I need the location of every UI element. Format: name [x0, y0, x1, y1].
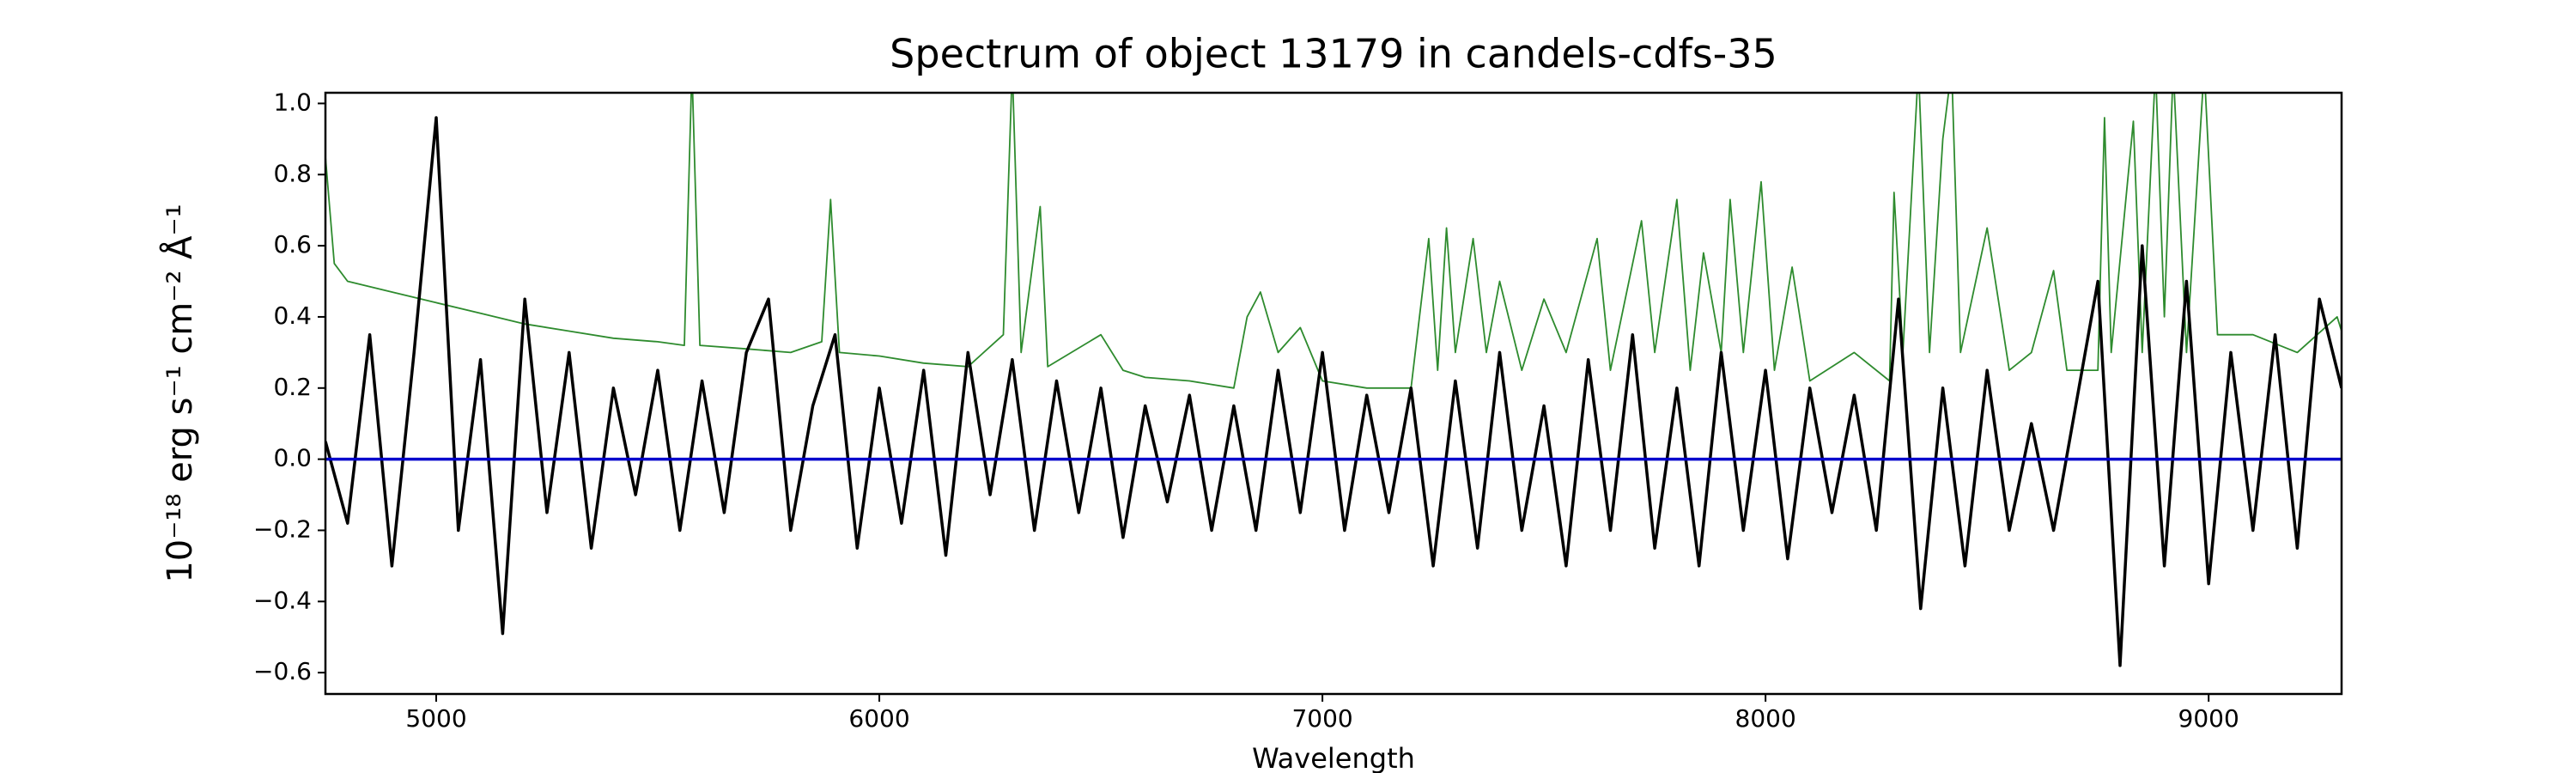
x-axis-label: Wavelength: [1252, 742, 1415, 773]
x-tick-label: 5000: [405, 704, 466, 733]
x-tick-label: 9000: [2178, 704, 2239, 733]
y-tick-label: 0.2: [273, 373, 312, 401]
x-tick-label: 8000: [1735, 704, 1796, 733]
y-tick-label: −0.4: [253, 586, 312, 614]
chart-title: Spectrum of object 13179 in candels-cdfs…: [890, 31, 1777, 77]
y-axis-label: 10⁻¹⁸ erg s⁻¹ cm⁻² Å⁻¹: [159, 204, 200, 582]
y-tick-label: 0.8: [273, 159, 312, 187]
y-tick-label: 0.6: [273, 230, 312, 259]
y-tick-label: 1.0: [273, 88, 312, 116]
axes-frame: [324, 91, 2343, 696]
plot-area: [325, 93, 2342, 667]
y-tick-label: 0.0: [273, 444, 312, 472]
x-tick-label: 7000: [1291, 704, 1352, 733]
y-tick-label: 0.4: [273, 301, 312, 330]
y-tick-label: −0.6: [253, 657, 312, 685]
y-tick-label: −0.2: [253, 514, 312, 543]
spectrum-line: [325, 116, 2342, 667]
spectrum-line: [325, 93, 2342, 389]
x-tick-label: 6000: [848, 704, 909, 733]
